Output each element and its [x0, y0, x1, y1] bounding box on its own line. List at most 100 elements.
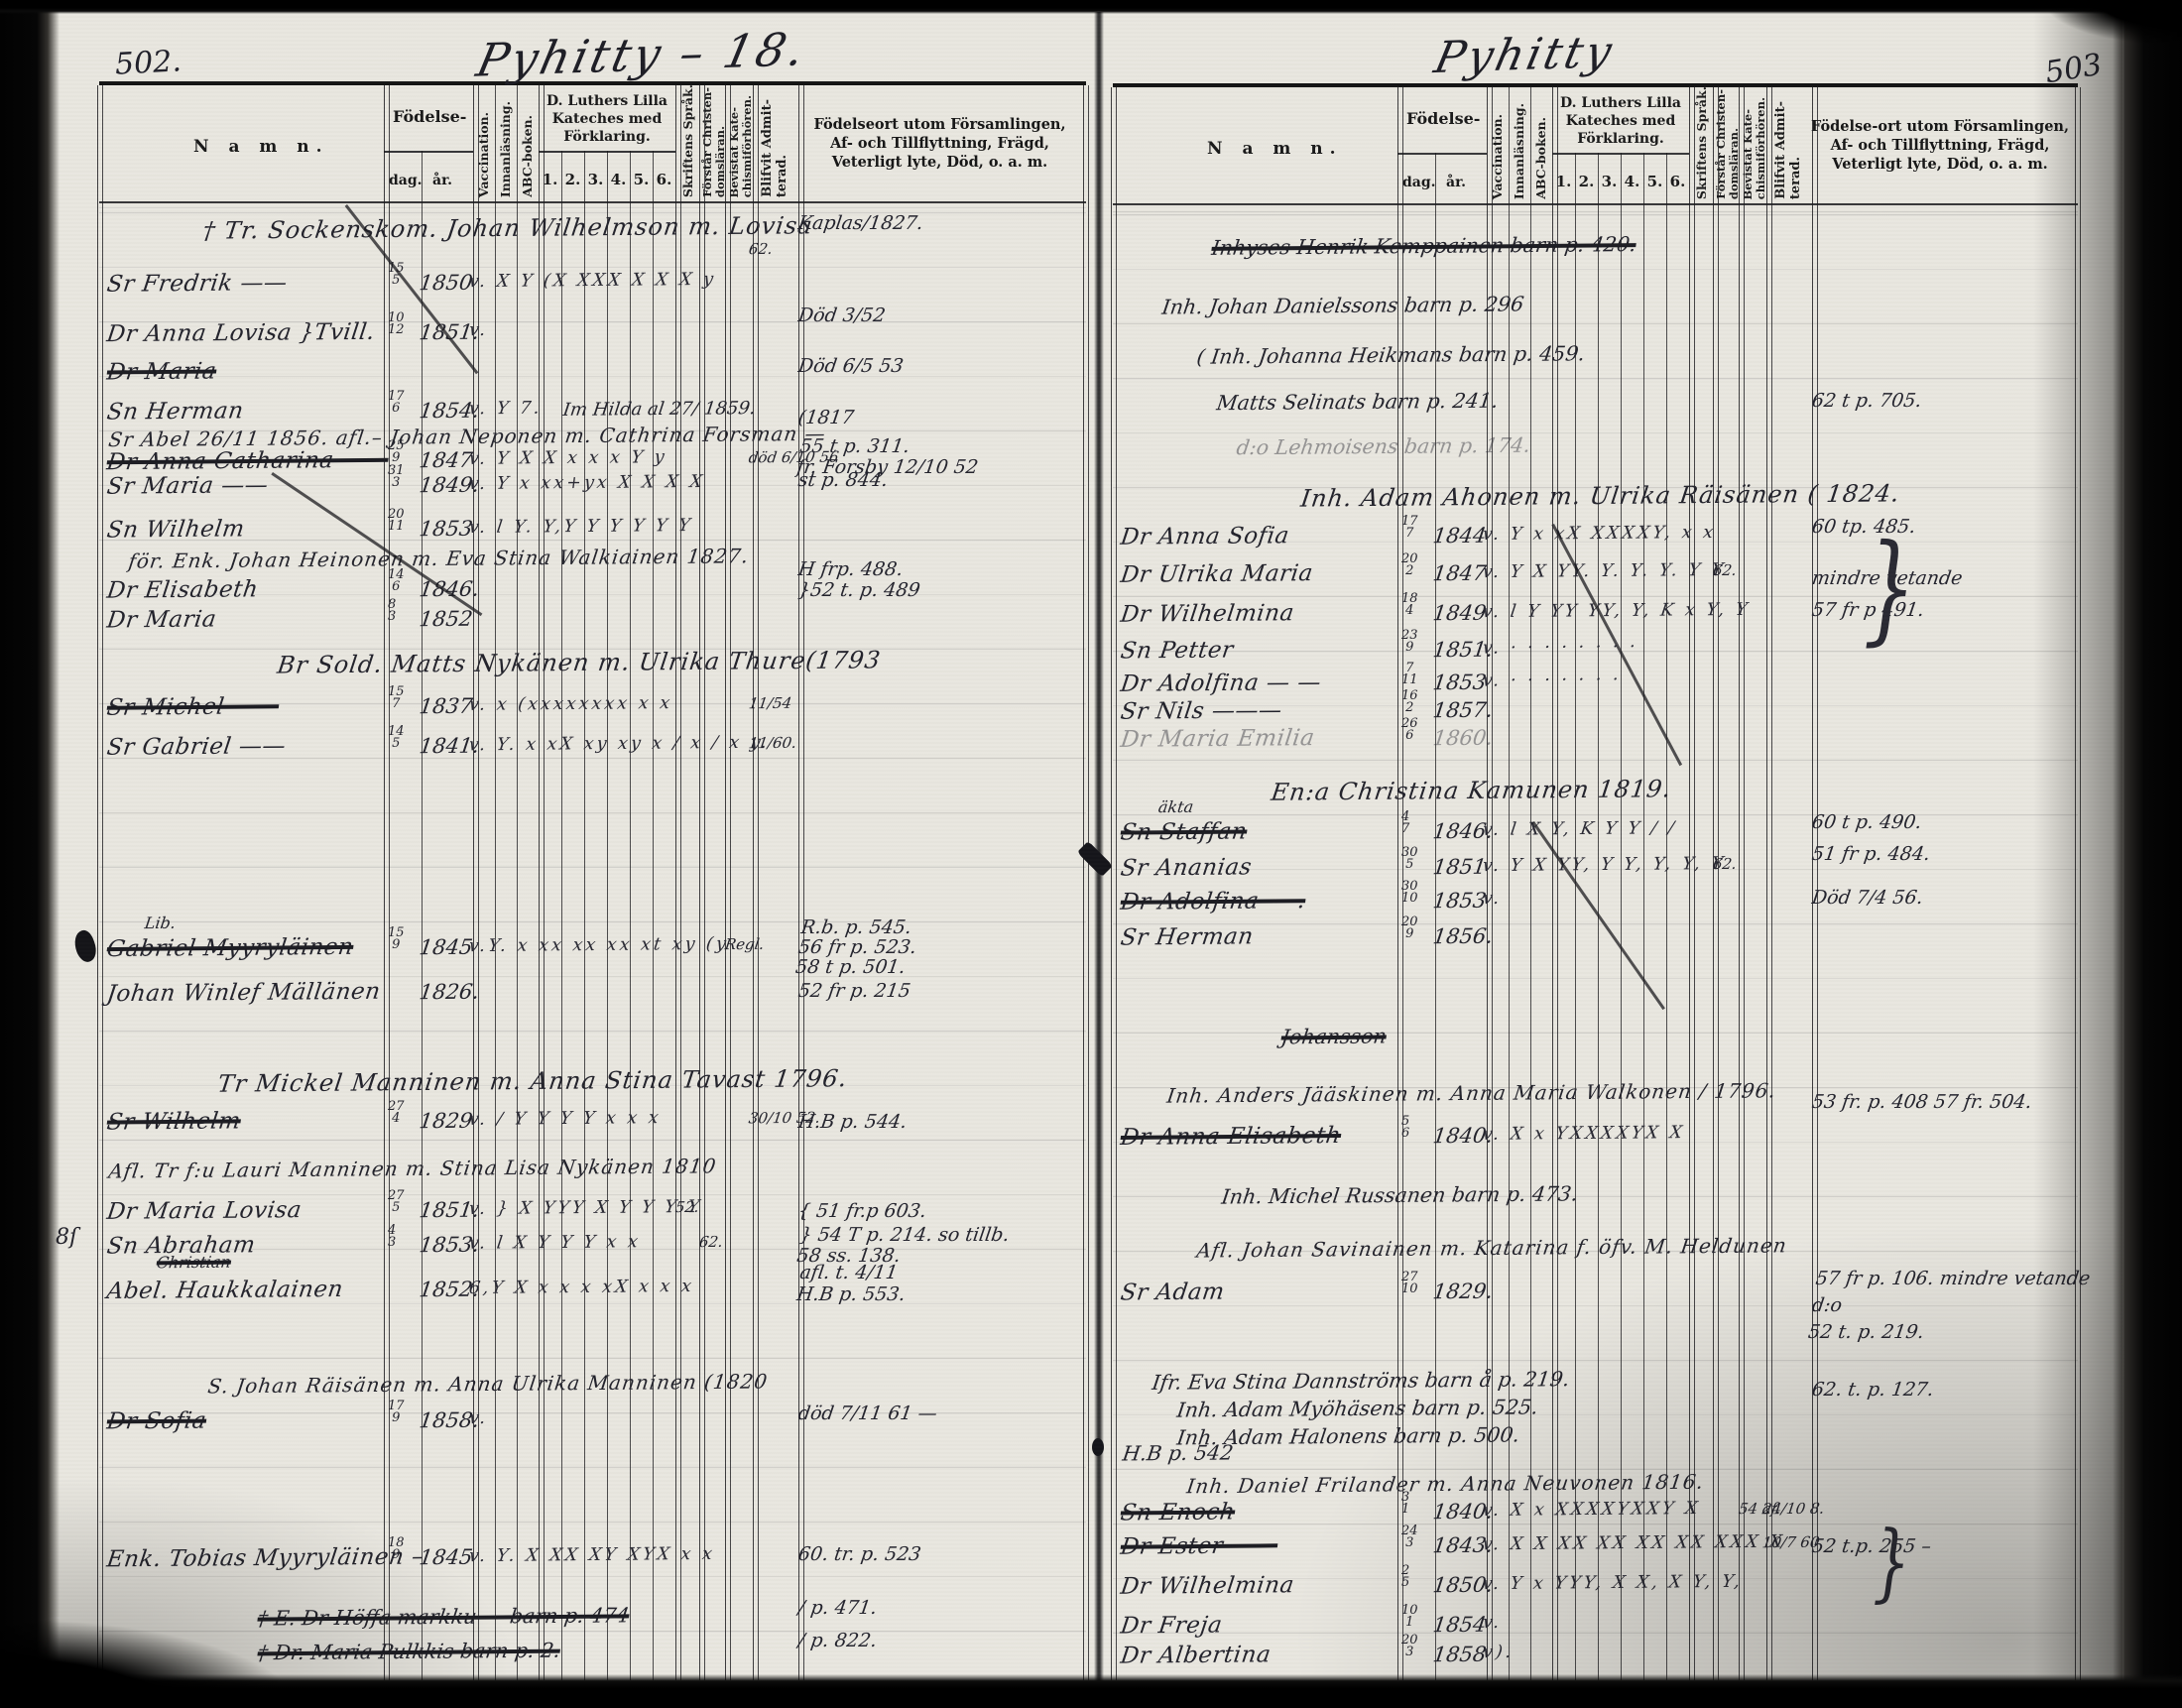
birth-day: 31 3: [388, 464, 405, 490]
column-header-kateches-3: Förklaring.: [563, 129, 651, 145]
birth-day-top: 30: [1401, 845, 1418, 860]
column-header-dag: dag.: [389, 173, 423, 188]
column-header-admit-2: terad.: [775, 154, 789, 197]
margin-note-line: (1817: [796, 407, 856, 428]
birth-day-bottom: 5: [1405, 856, 1414, 872]
birth-day: 26 6: [1401, 716, 1418, 743]
kateches-num-5: 5.: [1646, 173, 1663, 190]
birth-day: 10 12: [388, 311, 405, 335]
margin-note: död 7/11 61 —: [796, 1401, 938, 1426]
column-line: [1689, 87, 1695, 1680]
birth-day-bottom: 6: [1401, 1125, 1410, 1141]
birth-year: 1853: [1431, 670, 1489, 695]
birth-day: 17 9: [388, 1400, 405, 1423]
person-name: Dr Ulrika Maria: [1119, 560, 1315, 588]
birth-year: 1853: [418, 516, 475, 542]
birth-day: 20 3: [1401, 1633, 1418, 1657]
birth-day-bottom: 1: [1401, 1501, 1410, 1517]
page-note: † E. Dr Höffa markku — barn p. 474: [256, 1603, 631, 1631]
birth-day-top: 26: [1401, 716, 1418, 731]
margin-note-line: 53 fr. p. 408 57 fr. 504.: [1810, 1091, 2034, 1113]
family-header: S. Johan Räisänen m. Anna Ulrika Mannine…: [206, 1369, 770, 1399]
reading-marks: v. · · · · · · ·: [1481, 670, 1623, 691]
birth-day-top: 8: [388, 597, 397, 612]
column-header-innanlasning: Innanläsning.: [498, 100, 513, 197]
column-line: [1083, 85, 1089, 1680]
birth-year: 1844: [1431, 523, 1489, 549]
row-brace: }: [1863, 520, 1916, 658]
reading-marks: v. x (xxxxxxxx x x: [467, 693, 674, 715]
birth-day: 30 5: [1401, 845, 1418, 872]
birth-day-bottom: 6: [1405, 727, 1414, 743]
row-brace: }: [1873, 1514, 1910, 1612]
birth-day-top: 24: [1401, 1524, 1418, 1538]
birth-year: 1845: [418, 1544, 475, 1570]
reading-marks: v. Y x xx+yx X X X X: [467, 471, 707, 495]
birth-day: 18 9: [388, 1535, 405, 1560]
margin-note-line: { 51 fr.p 603.: [796, 1200, 928, 1222]
admitted-value: 11/54: [747, 693, 793, 713]
header-split-line: [539, 151, 675, 153]
birth-day: 30 10: [1401, 880, 1418, 904]
column-line: [1739, 87, 1745, 1680]
margin-note: 62. t. p. 127.: [1810, 1377, 1935, 1403]
scan-edge-bottom: [0, 1674, 2182, 1708]
birth-day: 10 1: [1401, 1604, 1418, 1628]
person-name: Sr Michel ——: [105, 693, 281, 721]
margin-note-line: 51 fr p. 484.: [1810, 843, 1932, 865]
birth-day-bottom: 5: [392, 272, 401, 288]
margin-note-line: / p. 822.: [796, 1630, 879, 1651]
page-note: Inh. Johan Danielssons barn p. 296: [1160, 292, 1525, 319]
birth-day-bottom: 3: [392, 474, 401, 490]
header-bottom-line: [99, 201, 1086, 203]
row-guide-lines: [1113, 204, 2078, 1680]
page-note: d:o Lehmoisens barn p. 174.: [1235, 432, 1532, 460]
column-line: [798, 85, 804, 1680]
person-name: Dr Anna Sofia: [1119, 523, 1291, 550]
person-name: Dr Adolfina — —: [1119, 670, 1323, 697]
birth-day: 14 5: [388, 725, 405, 749]
column-header-innanlasning: Innanläsning.: [1512, 102, 1526, 199]
birth-day-top: 20: [1401, 1633, 1418, 1647]
family-header: Tr Mickel Manninen m. Anna Stina Tavast …: [215, 1064, 850, 1098]
birth-year: 1854: [1431, 1612, 1489, 1638]
margin-note: 51 fr p. 484.: [1810, 841, 1932, 867]
birth-day-top: 20: [1401, 551, 1418, 566]
person-name: Sn Herman: [105, 398, 246, 426]
reading-marks: v. X Y (X XXX X X X y: [467, 269, 718, 293]
header-bottom-line: [1113, 203, 2078, 205]
person-name: Sr Gabriel ——: [105, 733, 288, 761]
reading-marks: v. X x XXXXYXXY X: [1481, 1499, 1702, 1521]
reading-marks: v. Y X YY, Y Y, Y, Y, Y: [1481, 853, 1728, 877]
birth-year: 1826.: [418, 979, 481, 1005]
birth-day-bottom: 7: [1405, 525, 1414, 541]
person-name: Dr Wilhelmina: [1119, 1572, 1296, 1600]
birth-day-top: 18: [388, 1535, 405, 1550]
margin-note: } 54 T p. 214. so tillb. 58 ss. 138.: [795, 1224, 1012, 1267]
column-header-ort-1: Födelseort utom Församlingen,: [813, 116, 1066, 133]
family-header: En:a Christina Kamunen 1819.: [1269, 775, 1673, 806]
margin-note-line: 52 fr p. 215: [796, 980, 912, 1002]
birth-day: 17 7: [1401, 515, 1418, 541]
column-header-sprak: Skriftens Språk.: [680, 83, 695, 197]
scan-corner: [2023, 0, 2182, 46]
margin-note-line: }52 t. p. 489: [796, 579, 922, 601]
column-line: [1812, 87, 1818, 1680]
column-header-kateches-2: Kateches med: [1565, 113, 1676, 129]
birth-day-top: 20: [388, 507, 405, 522]
margin-note-line: } 54 T p. 214. so tillb.: [798, 1224, 1012, 1246]
margin-note: 52 t.p. 255 –: [1810, 1533, 1933, 1559]
reading-marks: v. l X Y, K Y Y / /: [1481, 818, 1679, 840]
column-header-sprak: Skriftens Språk.: [1694, 85, 1709, 199]
margin-note-line: 55 t p. 311.: [798, 435, 911, 457]
column-header-kateches-2: Kateches med: [551, 111, 663, 127]
person-name: Dr Albertina: [1119, 1642, 1273, 1669]
kateches-num-1: 1.: [1555, 173, 1572, 190]
column-header-dag: dag.: [1402, 175, 1436, 190]
forstar-value: 62.: [1711, 560, 1739, 580]
margin-note-line: 52 t.p. 255 –: [1810, 1535, 1933, 1557]
person-name: Dr Maria Lovisa: [105, 1197, 303, 1225]
reading-marks: v).: [1481, 1642, 1515, 1663]
